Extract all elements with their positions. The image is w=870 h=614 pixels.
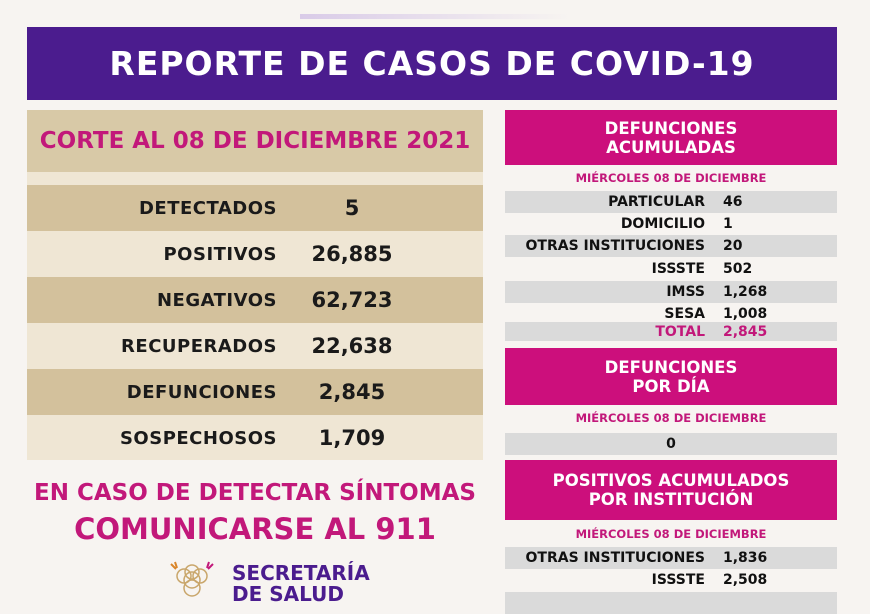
row-value: 26,885 (311, 242, 393, 266)
table-row (505, 592, 837, 614)
row-value: 1 (723, 216, 733, 232)
row-label: OTRAS INSTITUCIONES (525, 238, 705, 254)
row-label: DOMICILIO (620, 216, 705, 232)
cta-line-1: EN CASO DE DETECTAR SÍNTOMAS (34, 480, 476, 506)
summary-row: SOSPECHOSOS 1,709 (27, 415, 483, 461)
row-label: TOTAL (655, 323, 705, 340)
table-row: IMSS 1,268 (505, 281, 837, 303)
header-line: POR DÍA (632, 376, 710, 396)
row-value: 1,836 (723, 550, 768, 566)
row-label: NEGATIVOS (156, 289, 277, 311)
table-row: ISSSTE 502 (505, 258, 837, 280)
row-value: 62,723 (311, 288, 393, 312)
date-label: MIÉRCOLES 08 DE DICIEMBRE (575, 527, 767, 541)
header-line: DEFUNCIONES (604, 118, 738, 138)
summary-row: RECUPERADOS 22,638 (27, 323, 483, 369)
summary-panel: CORTE AL 08 DE DICIEMBRE 2021 DETECTADOS… (27, 110, 483, 460)
deaths-per-day-header: DEFUNCIONES POR DÍA (505, 348, 837, 405)
row-label: PARTICULAR (608, 194, 705, 210)
row-label: RECUPERADOS (121, 335, 277, 357)
logo-text: SECRETARÍA (232, 561, 370, 585)
deaths-per-day-value: 0 (505, 433, 837, 455)
table-row: SESA 1,008 (505, 303, 837, 325)
row-label: SESA (664, 306, 705, 322)
positives-by-institution-header: POSITIVOS ACUMULADOS POR INSTITUCIÓN (505, 460, 837, 520)
table-row: PARTICULAR 46 (505, 191, 837, 213)
total-row: TOTAL 2,845 (505, 322, 837, 341)
date-label: MIÉRCOLES 08 DE DICIEMBRE (575, 171, 767, 185)
cta-line-2: COMUNICARSE AL 911 (74, 512, 436, 546)
row-value: 1,268 (723, 284, 768, 300)
row-value: 502 (723, 261, 753, 277)
table-row: ISSSTE 2,508 (505, 569, 837, 591)
row-value: 1,008 (723, 306, 768, 322)
row-value: 2,845 (318, 380, 386, 404)
row-label: ISSSTE (651, 572, 705, 588)
top-decoration (300, 14, 570, 19)
summary-row: NEGATIVOS 62,723 (27, 277, 483, 323)
header-line: ACUMULADAS (606, 137, 736, 157)
summary-row: POSITIVOS 26,885 (27, 231, 483, 277)
row-value: 20 (723, 238, 743, 254)
page-title: REPORTE DE CASOS DE COVID-19 (27, 27, 837, 100)
row-label: ISSSTE (651, 261, 705, 277)
row-label: DETECTADOS (138, 197, 277, 219)
date-label: MIÉRCOLES 08 DE DICIEMBRE (575, 411, 767, 425)
health-secretariat-logo-icon (170, 561, 214, 597)
row-label: POSITIVOS (163, 243, 277, 265)
cutoff-date: CORTE AL 08 DE DICIEMBRE 2021 (27, 110, 483, 172)
row-value: 46 (723, 194, 743, 210)
row-label: DEFUNCIONES (126, 381, 277, 403)
summary-row: DETECTADOS 5 (27, 185, 483, 231)
header-line: POR INSTITUCIÓN (588, 490, 754, 509)
secretariat-name: SECRETARÍA DE SALUD (232, 563, 370, 605)
row-value: 2,845 (723, 323, 768, 340)
row-value: 5 (344, 196, 360, 220)
logo-text: DE SALUD (232, 582, 344, 606)
table-row: OTRAS INSTITUCIONES 1,836 (505, 547, 837, 569)
row-value: 2,508 (723, 572, 768, 588)
summary-row: DEFUNCIONES 2,845 (27, 369, 483, 415)
header-line: DEFUNCIONES (604, 357, 738, 377)
row-label: SOSPECHOSOS (119, 427, 277, 449)
table-row: OTRAS INSTITUCIONES 20 (505, 235, 837, 257)
row-value: 22,638 (311, 334, 393, 358)
row-value: 1,709 (318, 426, 386, 450)
row-label: IMSS (666, 284, 705, 300)
header-line: POSITIVOS ACUMULADOS (552, 471, 790, 490)
table-row: DOMICILIO 1 (505, 213, 837, 235)
deaths-accumulated-header: DEFUNCIONES ACUMULADAS (505, 110, 837, 165)
row-label: OTRAS INSTITUCIONES (525, 550, 705, 566)
